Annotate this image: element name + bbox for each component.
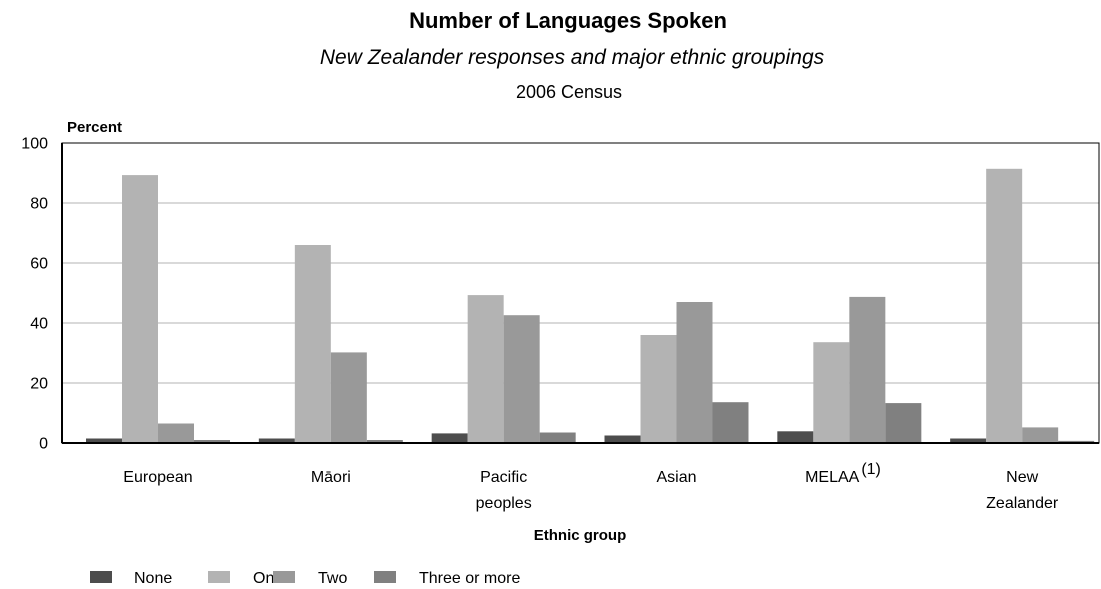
x-tick-label: peoples xyxy=(476,495,532,512)
y-tick-labels: 0 20 40 60 80 100 xyxy=(21,136,48,453)
bar-two-3 xyxy=(676,302,713,443)
x-tick-label: MELAA xyxy=(805,469,860,486)
y-tick-label: 0 xyxy=(39,436,48,453)
legend-label: None xyxy=(134,570,172,587)
y-tick-label: 80 xyxy=(30,196,48,213)
bar-three-or-more-1 xyxy=(366,440,403,443)
bar-one-4 xyxy=(813,342,850,443)
x-tick-footnote: (1) xyxy=(861,461,881,478)
chart-subtitle: New Zealander responses and major ethnic… xyxy=(320,46,825,69)
bar-none-3 xyxy=(604,435,641,443)
bars xyxy=(86,168,1095,444)
bar-one-3 xyxy=(640,335,677,443)
y-tick-label: 60 xyxy=(30,256,48,273)
bar-three-or-more-5 xyxy=(1058,440,1095,443)
bar-none-2 xyxy=(431,433,468,443)
bar-none-5 xyxy=(950,438,987,443)
legend-swatch-two xyxy=(273,571,295,583)
x-tick-labels: European Māori Pacific peoples Asian MELAA (1)… xyxy=(123,461,1059,512)
gridlines xyxy=(62,202,1099,384)
bar-two-4 xyxy=(849,296,886,443)
x-tick-label: European xyxy=(123,469,192,486)
x-axis-title: Ethnic group xyxy=(534,527,627,544)
bar-three-or-more-2 xyxy=(539,432,576,443)
x-tick-label: New xyxy=(1006,469,1038,486)
bar-none-1 xyxy=(258,438,295,443)
legend-swatch-none xyxy=(90,571,112,583)
bar-none-4 xyxy=(777,431,814,443)
bar-one-2 xyxy=(467,295,504,443)
legend-swatch-three-or-more xyxy=(374,571,396,583)
x-tick-label: Pacific xyxy=(480,469,527,486)
bar-one-0 xyxy=(122,175,158,443)
x-tick-label: Zealander xyxy=(986,495,1059,512)
x-tick-label: Māori xyxy=(311,469,351,486)
legend-label: Three or more xyxy=(419,570,520,587)
bar-three-or-more-3 xyxy=(712,402,749,443)
legend-label: Two xyxy=(318,570,347,587)
y-tick-label: 100 xyxy=(21,136,48,153)
bar-two-1 xyxy=(330,352,367,443)
y-tick-label: 20 xyxy=(30,376,48,393)
x-tick-label: Asian xyxy=(656,469,696,486)
y-axis-title: Percent xyxy=(67,119,122,136)
y-tick-label: 40 xyxy=(30,316,48,333)
bar-three-or-more-0 xyxy=(194,440,230,443)
bar-two-2 xyxy=(503,315,540,443)
bar-two-0 xyxy=(158,423,194,443)
chart-census-label: 2006 Census xyxy=(516,82,622,102)
bar-one-1 xyxy=(294,245,331,443)
axes xyxy=(61,142,1100,444)
chart-title: Number of Languages Spoken xyxy=(409,8,727,33)
bar-two-5 xyxy=(1022,427,1059,443)
bar-one-5 xyxy=(986,168,1023,444)
plot-frame xyxy=(61,142,1100,444)
legend-swatch-one xyxy=(208,571,230,583)
bar-three-or-more-4 xyxy=(885,403,922,443)
legend: None One Two Three or more xyxy=(90,570,520,587)
bar-none-0 xyxy=(86,438,122,443)
